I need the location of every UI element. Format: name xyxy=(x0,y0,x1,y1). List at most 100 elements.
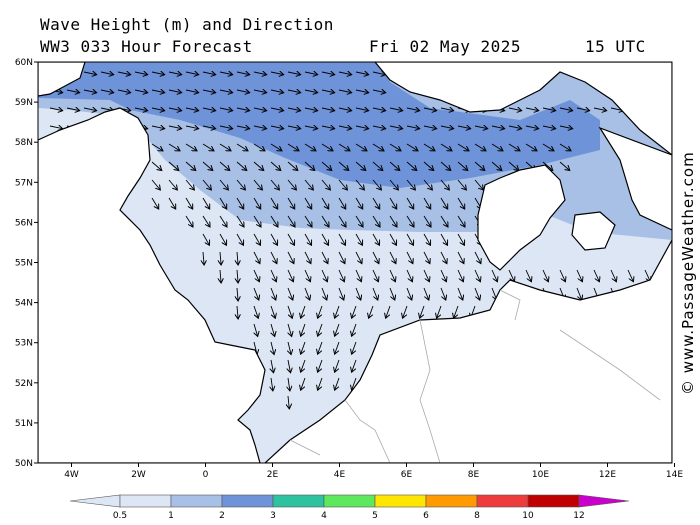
wave-arrow xyxy=(338,90,352,93)
wave-arrow xyxy=(220,251,221,265)
forecast-time: 15 UTC xyxy=(585,37,646,56)
wave-arrow xyxy=(386,305,391,318)
legend-swatch xyxy=(527,494,580,508)
wave-arrow xyxy=(202,143,214,151)
wave-arrow xyxy=(304,233,312,245)
wave-arrow xyxy=(287,126,301,129)
wave-arrow xyxy=(321,161,332,171)
wave-arrow xyxy=(253,197,261,209)
wave-arrow xyxy=(151,90,165,93)
land-zealand xyxy=(571,211,616,251)
wave-arrow xyxy=(355,233,363,245)
wave-arrow xyxy=(321,90,335,93)
wave-arrow xyxy=(304,143,316,151)
wave-arrow xyxy=(338,197,346,209)
lon-label: 8E xyxy=(468,470,480,480)
wave-arrow xyxy=(134,90,148,93)
wave-arrow xyxy=(389,251,396,264)
wave-arrow xyxy=(287,161,298,171)
legend-label: 10 xyxy=(522,511,534,521)
wave-arrow xyxy=(287,179,296,190)
wave-arrow xyxy=(338,215,346,227)
legend-swatch xyxy=(119,494,172,508)
wave-arrow xyxy=(253,269,259,282)
wave-arrow xyxy=(270,251,277,264)
wave-arrow xyxy=(423,287,429,300)
legend-swatch xyxy=(425,494,478,508)
wave-arrow xyxy=(151,108,165,111)
wave-arrow xyxy=(457,143,469,151)
wave-arrow xyxy=(288,323,292,337)
wave-arrow xyxy=(287,287,293,300)
wave-arrow xyxy=(355,90,369,93)
wave-arrow xyxy=(352,377,357,390)
wave-arrow xyxy=(271,359,274,373)
wave-arrow xyxy=(352,341,357,354)
wave-arrow xyxy=(185,215,193,227)
wave-arrow xyxy=(185,72,199,75)
lon-label: 10E xyxy=(532,470,549,480)
wave-arrow xyxy=(474,143,486,151)
wave-arrow xyxy=(168,161,179,171)
wave-arrow xyxy=(185,143,197,151)
wave-arrow xyxy=(304,287,310,300)
wave-arrow xyxy=(304,215,312,227)
wave-arrow xyxy=(168,179,177,190)
wave-arrow xyxy=(253,287,259,300)
wave-arrow xyxy=(304,269,310,282)
lon-label: 2W xyxy=(131,470,146,480)
wave-arrow xyxy=(253,179,262,190)
wave-arrow xyxy=(542,143,554,151)
wave-arrow xyxy=(318,305,323,318)
wave-arrow xyxy=(576,287,582,300)
wave-arrow xyxy=(457,197,465,209)
wave-arrow xyxy=(355,161,366,171)
land-great-britain xyxy=(38,107,266,463)
wave-arrow xyxy=(253,72,267,75)
wave-arrow xyxy=(355,251,362,264)
wave-arrow xyxy=(287,108,301,111)
wave-arrow xyxy=(338,251,345,264)
wave-arrow xyxy=(304,161,315,171)
wave-arrow xyxy=(49,126,63,129)
wave-arrow xyxy=(338,179,347,190)
wave-arrow xyxy=(168,126,182,129)
wave-arrow xyxy=(270,179,279,190)
wave-arrow xyxy=(372,215,380,227)
wave-arrow xyxy=(117,90,131,93)
wave-arrow xyxy=(525,269,531,282)
credit-text: © www.PassageWeather.com xyxy=(679,151,697,395)
wave-arrow xyxy=(454,305,459,318)
wave-arrow xyxy=(151,143,163,151)
wave-arrow xyxy=(236,72,250,75)
wave-arrow xyxy=(321,269,327,282)
legend-label: 3 xyxy=(270,511,276,521)
wave-arrow xyxy=(491,143,503,151)
wave-arrow xyxy=(372,143,384,151)
wave-arrow xyxy=(270,126,284,129)
lon-label: 4E xyxy=(334,470,346,480)
wave-arrow xyxy=(219,143,231,151)
wave-arrow xyxy=(270,233,278,245)
wave-direction-arrows xyxy=(49,72,672,409)
wave-arrow xyxy=(321,233,329,245)
wave-arrow xyxy=(202,161,213,171)
legend-label: 2 xyxy=(219,511,225,521)
wave-arrow xyxy=(389,108,403,111)
wave-arrow xyxy=(372,269,378,282)
wave-arrow xyxy=(338,143,350,151)
wave-arrow xyxy=(253,90,267,93)
wave-arrow xyxy=(406,179,415,190)
wave-arrow xyxy=(457,126,471,129)
wave-arrow xyxy=(406,143,418,151)
wave-arrow xyxy=(372,108,386,111)
wave-arrow xyxy=(474,251,481,264)
wave-arrow xyxy=(168,143,180,151)
wave-arrow xyxy=(100,90,114,93)
legend-arrow-low xyxy=(69,494,121,508)
wave-arrow xyxy=(335,377,340,390)
wave-arrow xyxy=(593,269,599,282)
wave-arrow xyxy=(219,90,233,93)
wave-arrow xyxy=(372,90,386,93)
wave-arrow xyxy=(372,251,379,264)
